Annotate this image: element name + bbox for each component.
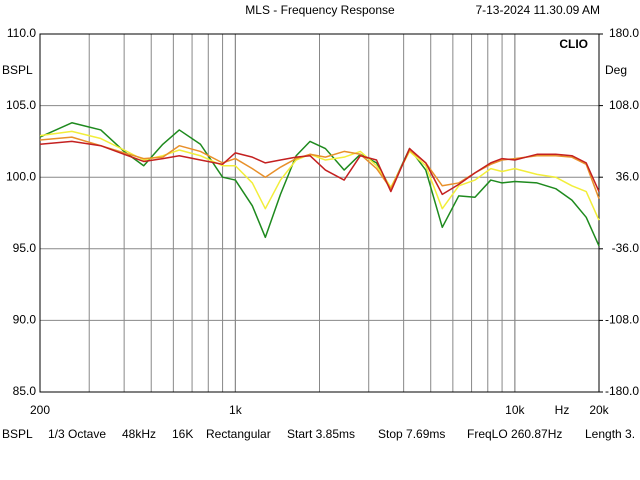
status-item: Start 3.85ms xyxy=(287,427,355,441)
y2-tick-label: -108.0 xyxy=(605,313,639,327)
y-tick-label: 95.0 xyxy=(13,241,37,255)
status-item: 16K xyxy=(172,427,193,441)
y-tick-label: 100.0 xyxy=(6,169,36,183)
x-unit: Hz xyxy=(555,403,570,417)
y-tick-label: 90.0 xyxy=(13,313,37,327)
series-line xyxy=(39,122,600,247)
timestamp: 7-13-2024 11.30.09 AM xyxy=(475,3,600,17)
y2-tick-label: 36.0 xyxy=(616,169,640,183)
y2-tick-label: -180.0 xyxy=(605,384,639,398)
y2-tick-label: -36.0 xyxy=(612,241,640,255)
status-item: 48kHz xyxy=(122,427,156,441)
status-item: Stop 7.69ms xyxy=(378,427,445,441)
x-tick-label: 10k xyxy=(505,403,525,417)
plot-frame xyxy=(39,33,600,393)
status-item: BSPL xyxy=(2,427,33,441)
status-item: Rectangular xyxy=(206,427,271,441)
series-line xyxy=(39,140,600,196)
y-tick-label: 110.0 xyxy=(7,26,36,40)
y-tick-label: 85.0 xyxy=(13,384,37,398)
y2-axis-label: Deg xyxy=(605,63,627,77)
status-item: FreqLO 260.87Hz xyxy=(467,427,562,441)
chart-title: MLS - Frequency Response xyxy=(245,3,395,17)
y-axis-label: BSPL xyxy=(2,63,33,77)
status-item: 1/3 Octave xyxy=(48,427,106,441)
x-tick-label: 200 xyxy=(30,403,50,417)
y2-tick-label: 180.0 xyxy=(609,26,639,40)
y2-tick-label: 108.0 xyxy=(609,98,639,112)
x-tick-label: 1k xyxy=(229,403,243,417)
status-item: Length 3. xyxy=(585,427,635,441)
brand: CLIO xyxy=(559,37,588,51)
x-tick-label: 20k xyxy=(589,403,609,417)
y-tick-label: 105.0 xyxy=(6,98,36,112)
